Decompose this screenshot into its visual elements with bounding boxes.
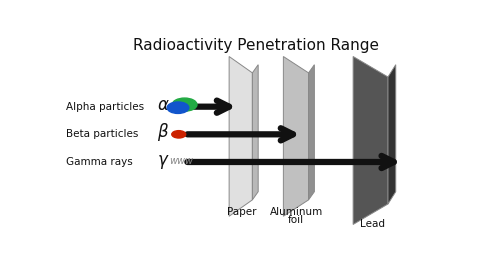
Polygon shape bbox=[353, 56, 388, 225]
Polygon shape bbox=[229, 56, 252, 216]
Text: foil: foil bbox=[288, 215, 304, 226]
Text: Paper: Paper bbox=[227, 207, 256, 217]
Polygon shape bbox=[388, 65, 396, 204]
Text: β: β bbox=[158, 123, 168, 141]
Text: www: www bbox=[169, 156, 193, 166]
Text: γ: γ bbox=[158, 151, 168, 169]
Text: Alpha particles: Alpha particles bbox=[66, 102, 144, 112]
Text: Gamma rays: Gamma rays bbox=[66, 157, 133, 167]
Circle shape bbox=[172, 131, 186, 138]
Text: Lead: Lead bbox=[360, 219, 385, 228]
Text: Aluminum: Aluminum bbox=[270, 207, 323, 217]
Polygon shape bbox=[308, 65, 314, 200]
Circle shape bbox=[172, 98, 197, 111]
Polygon shape bbox=[252, 65, 258, 200]
Circle shape bbox=[167, 102, 189, 113]
Text: Radioactivity Penetration Range: Radioactivity Penetration Range bbox=[133, 38, 380, 53]
Text: Beta particles: Beta particles bbox=[66, 129, 139, 139]
Text: α: α bbox=[158, 96, 168, 114]
Polygon shape bbox=[284, 56, 308, 216]
